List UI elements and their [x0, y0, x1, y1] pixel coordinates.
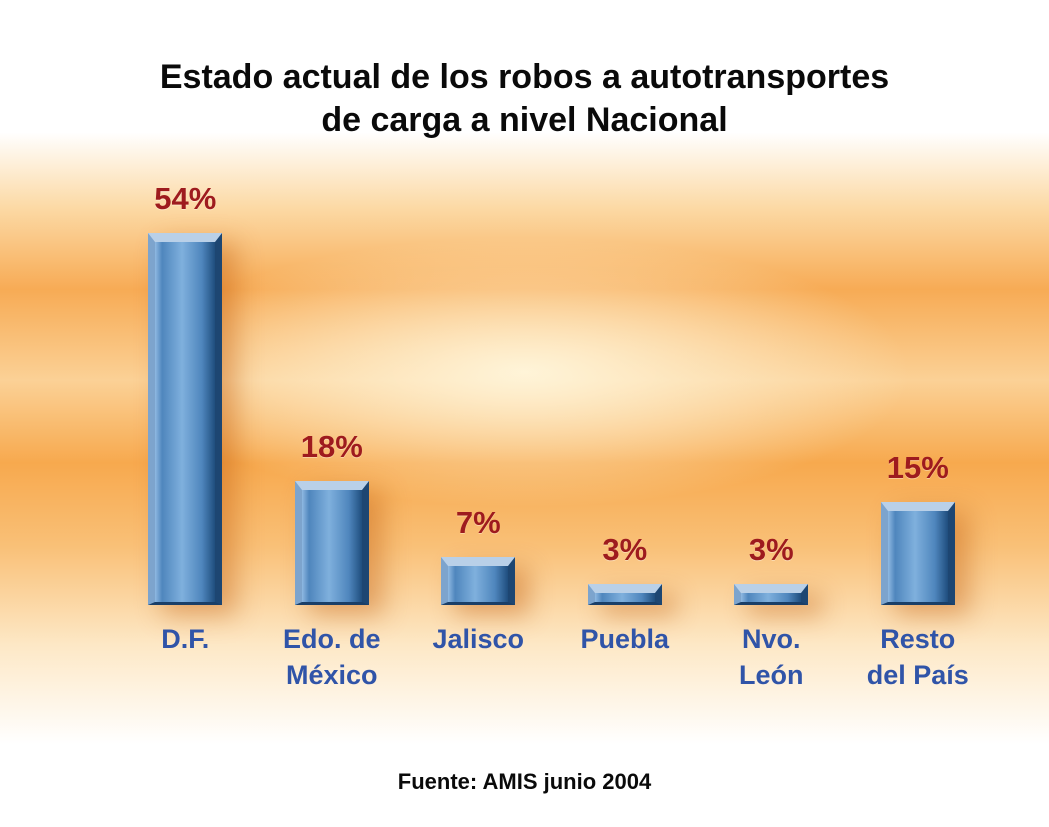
- bar-value-label: 15%: [886, 450, 949, 485]
- bar-column: 3% Puebla: [552, 181, 699, 717]
- bar-column: 3% Nvo. León: [698, 181, 845, 717]
- bar-value-label: 3%: [748, 532, 794, 567]
- bar: [734, 584, 809, 605]
- category-label: Edo. de México: [282, 624, 381, 691]
- bar: [880, 502, 955, 605]
- bar-column: 7% Jalisco: [405, 181, 552, 717]
- chart-title-line2: de carga a nivel Nacional: [321, 100, 728, 139]
- bar-value-label: 18%: [300, 429, 363, 464]
- category-label: D.F.: [161, 624, 210, 654]
- bar-column: 15% Resto del País: [845, 181, 992, 717]
- bar-chart-plot-area: 54% D.F. 18% Edo. de México 7% Jalisco 3…: [112, 181, 991, 701]
- chart-title-line1: Estado actual de los robos a autotranspo…: [159, 58, 890, 96]
- bar-column: 18% Edo. de México: [259, 181, 406, 717]
- bar: [441, 557, 516, 605]
- category-label: Jalisco: [432, 624, 525, 654]
- chart-title: Estado actual de los robos a autotranspo…: [0, 0, 1049, 141]
- category-label: Nvo. León: [739, 624, 804, 691]
- source-caption: Fuente: AMIS junio 2004: [397, 769, 652, 794]
- bar: [148, 233, 223, 605]
- bar-value-label: 54%: [154, 181, 217, 216]
- bar: [587, 584, 662, 605]
- category-label: Puebla: [580, 624, 670, 654]
- bar: [294, 481, 369, 605]
- bar-value-label: 7%: [455, 505, 501, 540]
- category-label: Resto del País: [866, 624, 969, 691]
- bar-value-label: 3%: [602, 532, 648, 567]
- bar-column: 54% D.F.: [112, 181, 259, 717]
